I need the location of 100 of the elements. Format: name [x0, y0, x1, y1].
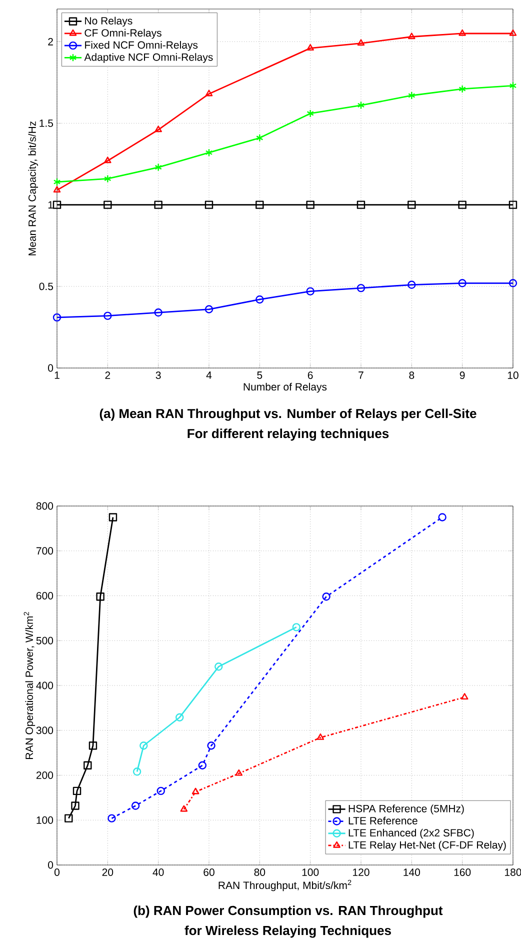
point — [509, 82, 517, 90]
point — [458, 29, 466, 36]
x-tick-label: 4 — [206, 372, 212, 379]
y-tick-label: 1 — [48, 201, 53, 208]
y-tick-label: 700 — [36, 547, 54, 555]
x-tick-label: 5 — [257, 372, 262, 379]
x-tick-label: 1 — [54, 372, 60, 379]
x-tick-label: 140 — [404, 868, 420, 876]
point — [53, 186, 61, 192]
point — [292, 623, 300, 632]
point — [508, 200, 518, 209]
x-axis-title: RAN Throughput, Mbit/s/km$^{2}$ — [218, 880, 352, 892]
x-tick-label: 2 — [105, 372, 110, 379]
point — [132, 768, 142, 776]
point — [131, 802, 140, 810]
point — [72, 786, 82, 796]
point — [458, 279, 466, 288]
point — [408, 200, 416, 209]
y-tick-label: 600 — [36, 592, 54, 600]
y-axis-title: RAN Operational Power, W/km$^{2}$ — [24, 612, 36, 759]
point — [154, 200, 162, 209]
point — [198, 761, 207, 770]
point — [156, 786, 165, 796]
point — [458, 200, 466, 209]
point — [205, 148, 213, 157]
y-tick-label: 0 — [48, 861, 54, 869]
x-tick-label: 20 — [102, 868, 114, 876]
y-tick-label: 300 — [36, 726, 54, 734]
point — [96, 592, 104, 601]
point — [235, 769, 243, 776]
y-tick-label: 0 — [48, 364, 54, 372]
point — [108, 814, 116, 822]
y-tick-label: 500 — [36, 636, 54, 644]
x-tick-label: 8 — [409, 372, 414, 379]
point — [53, 178, 61, 186]
point — [52, 200, 62, 209]
y-tick-label: 2 — [48, 38, 53, 46]
y-tick-label: 400 — [36, 682, 54, 690]
text: for Wireless Relaying Techniques — [184, 926, 391, 938]
legend-label: Fixed NCF Omni-Relays — [85, 41, 198, 51]
point — [408, 32, 416, 40]
point — [154, 308, 162, 317]
x-tick-label: 120 — [353, 868, 370, 876]
point — [104, 156, 112, 164]
point — [52, 313, 62, 322]
point — [306, 287, 314, 296]
point — [71, 802, 80, 810]
point — [460, 693, 468, 700]
x-tick-label: 3 — [156, 372, 161, 379]
point — [84, 761, 92, 770]
point — [154, 163, 162, 172]
point — [408, 91, 416, 100]
x-tick-label: 60 — [204, 868, 214, 876]
x-tick-label: 10 — [508, 372, 518, 379]
point — [140, 742, 148, 750]
point — [306, 200, 314, 209]
point — [438, 513, 446, 522]
point — [176, 713, 184, 722]
y-tick-label: 800 — [36, 502, 54, 510]
point — [508, 279, 518, 288]
point — [108, 513, 118, 522]
point — [104, 200, 112, 209]
point — [256, 200, 264, 209]
point — [154, 126, 162, 132]
y-tick-label: 0.5 — [39, 282, 54, 290]
x-axis-title: Number of Relays — [244, 382, 327, 393]
legend-label: Adaptive NCF Omni-Relays — [84, 53, 213, 63]
x-tick-label: 180 — [505, 868, 521, 876]
y-tick-label: 200 — [36, 772, 54, 779]
legend-label: LTE Enhanced (2x2 SFBC) — [348, 828, 474, 839]
point — [204, 200, 214, 209]
text: (b) RAN Power Consumption vs. RAN Throughput — [134, 906, 443, 918]
y-tick-label: 100 — [36, 816, 54, 824]
point — [458, 84, 466, 94]
point — [204, 305, 214, 314]
point — [64, 814, 73, 822]
x-tick-label: 160 — [454, 868, 471, 876]
text: For different relaying techniques — [188, 428, 389, 441]
legend-label: LTE Relay Het-Net (CF-DF Relay) — [348, 840, 506, 851]
text: (a) Mean RAN Throughput vs. Number of Relays per Cell-Site — [100, 408, 476, 421]
x-tick-label: 6 — [308, 372, 313, 379]
point — [256, 295, 264, 304]
legend-label: CF Omni-Relays — [84, 28, 162, 39]
x-tick-label: 80 — [254, 868, 266, 876]
x-tick-label: 100 — [302, 868, 319, 876]
point — [192, 788, 200, 794]
point — [104, 174, 112, 183]
legend-label: No Relays — [85, 16, 132, 27]
y-axis-title: Mean RAN Capacity, bit/s/Hz — [28, 121, 38, 256]
x-tick-label: 40 — [152, 868, 164, 876]
x-tick-label: 9 — [460, 372, 465, 379]
point — [356, 200, 366, 209]
x-tick-label: 7 — [358, 372, 364, 379]
legend-label: HSPA Reference (5MHz) — [348, 804, 464, 814]
point — [306, 44, 314, 51]
legend-label: LTE Reference — [348, 816, 418, 824]
point — [322, 592, 330, 601]
point — [357, 101, 365, 110]
point — [408, 280, 416, 289]
point — [205, 90, 213, 96]
